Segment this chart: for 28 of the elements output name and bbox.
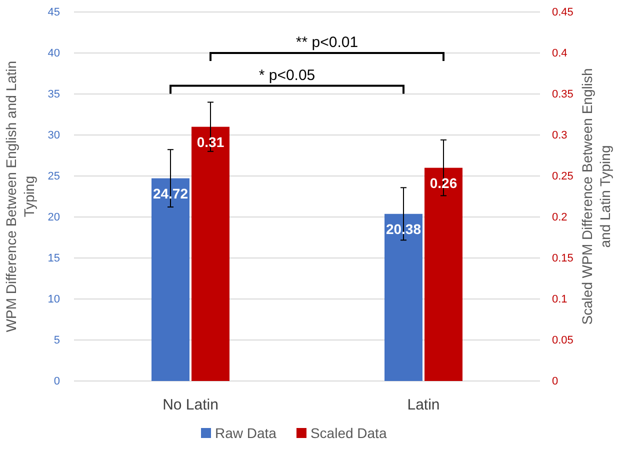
y-axis-title: WPM Difference Between English and Latin Typing (3, 60, 37, 332)
y2-tick-label: 0.15 (552, 252, 574, 265)
y2-axis-title: Scaled WPM Difference Between English and Latin Typing (579, 68, 613, 325)
y-tick-label: 15 (48, 252, 60, 265)
y2-tick-label: 0.4 (552, 48, 568, 60)
y-tick-label: 20 (48, 212, 60, 224)
y2-tick-label: 0 (552, 376, 558, 388)
annotation: * p<0.05 (258, 66, 316, 84)
y-tick-label: 45 (48, 6, 60, 19)
y2-tick-label: 0.2 (552, 212, 568, 224)
y-tick-label: 40 (48, 48, 60, 60)
y2-tick-label: 0.25 (552, 170, 574, 183)
y2-tick-label: 0.35 (552, 88, 574, 101)
y-tick-label: 5 (54, 334, 60, 347)
annotation: ** p<0.01 (296, 34, 358, 51)
y-tick-label: 25 (48, 170, 60, 183)
y2-tick-label: 0.05 (552, 334, 574, 347)
y-tick-label: 10 (48, 294, 60, 306)
y-tick-label: 0 (54, 376, 60, 388)
y2-tick-label: 0.45 (552, 6, 574, 19)
x-tick-label: Latin (407, 396, 440, 414)
legend-label: Raw Data (215, 425, 277, 441)
y-tick-label: 35 (48, 88, 60, 101)
y-tick-label: 30 (48, 130, 60, 142)
y2-tick-label: 0.1 (552, 294, 568, 306)
y2-tick-label: 0.3 (552, 130, 568, 142)
x-tick-label: No Latin (162, 396, 218, 414)
legend-label: Scaled Data (310, 425, 387, 441)
